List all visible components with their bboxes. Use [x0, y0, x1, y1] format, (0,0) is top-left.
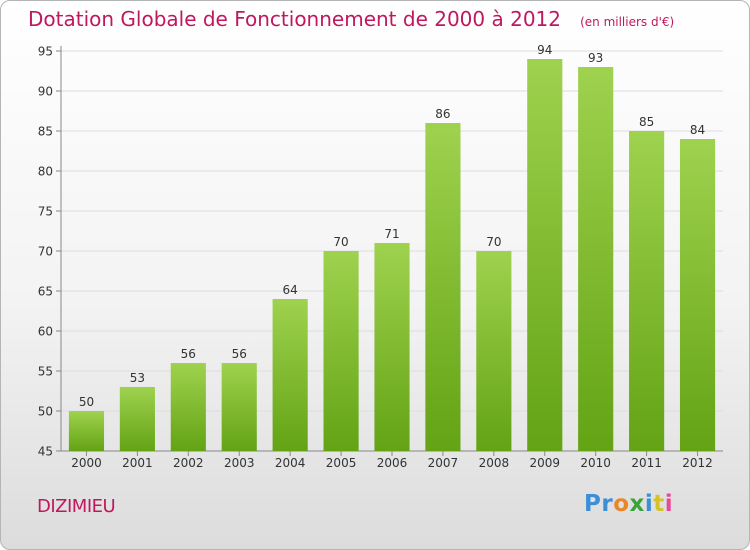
x-tick-label-2011: 2011 — [631, 456, 662, 470]
bar-2005 — [323, 251, 359, 451]
data-label-2003: 56 — [232, 347, 247, 361]
x-tick-label-2003: 2003 — [224, 456, 255, 470]
data-label-2009: 94 — [537, 43, 552, 57]
x-tick-label-2012: 2012 — [682, 456, 713, 470]
x-tick-label-2004: 2004 — [275, 456, 306, 470]
x-tick-label-2009: 2009 — [529, 456, 560, 470]
y-tick-label: 75 — [38, 205, 53, 219]
bar-2003 — [221, 363, 257, 451]
bar-2007 — [425, 123, 461, 451]
x-tick-label-2002: 2002 — [173, 456, 204, 470]
logo-letter: o — [613, 491, 630, 517]
bar-2012 — [679, 139, 716, 451]
logo-letter: i — [644, 491, 654, 517]
y-tick-label: 80 — [38, 165, 53, 179]
data-label-2007: 86 — [435, 107, 450, 121]
bar-2001 — [119, 387, 155, 451]
bar-2000 — [68, 411, 105, 451]
y-tick-label: 55 — [38, 365, 53, 379]
logo-letter: i — [664, 491, 674, 517]
x-tick-label-2010: 2010 — [580, 456, 611, 470]
x-tick-label-2006: 2006 — [377, 456, 408, 470]
data-label-2000: 50 — [79, 395, 94, 409]
x-tick-label-2001: 2001 — [122, 456, 153, 470]
bar-2008 — [476, 251, 512, 451]
bars — [68, 59, 716, 451]
x-tick-label-2000: 2000 — [71, 456, 102, 470]
commune-name: DIZIMIEU — [37, 496, 116, 517]
data-labels: 50 53 56 56 64 70 71 86 70 94 93 85 84 — [79, 43, 705, 409]
y-tick-label: 85 — [38, 125, 53, 139]
y-tick-label: 65 — [38, 285, 53, 299]
logo-letter: r — [601, 491, 614, 517]
x-tick-label-2005: 2005 — [326, 456, 357, 470]
title-text: Dotation Globale de Fonctionnement de 20… — [28, 7, 561, 31]
y-tick-label: 45 — [38, 445, 53, 459]
logo-letter: t — [653, 491, 665, 517]
bar-2006 — [374, 243, 410, 451]
bar-2004 — [272, 299, 308, 451]
data-label-2004: 64 — [283, 283, 298, 297]
data-label-2012: 84 — [690, 123, 705, 137]
y-tick-label: 95 — [38, 45, 53, 59]
data-label-2011: 85 — [639, 115, 654, 129]
y-tick-label: 90 — [38, 85, 53, 99]
bar-2010 — [578, 67, 614, 451]
bar-2011 — [629, 131, 665, 451]
data-label-2005: 70 — [333, 235, 348, 249]
data-label-2002: 56 — [181, 347, 196, 361]
data-label-2001: 53 — [130, 371, 145, 385]
chart-title: Dotation Globale de Fonctionnement de 20… — [28, 7, 674, 31]
y-tick-label: 60 — [38, 325, 53, 339]
logo-letter: x — [629, 491, 645, 517]
data-label-2008: 70 — [486, 235, 501, 249]
y-tick-label: 70 — [38, 245, 53, 259]
x-tick-label-2007: 2007 — [428, 456, 459, 470]
bar-2002 — [170, 363, 206, 451]
proxiti-logo: Proxiti — [584, 491, 673, 517]
bar-2009 — [527, 59, 563, 451]
data-label-2010: 93 — [588, 51, 603, 65]
y-tick-label: 50 — [38, 405, 53, 419]
unit-note: (en milliers d'€) — [580, 15, 675, 29]
logo-letter: P — [584, 491, 602, 517]
x-tick-label-2008: 2008 — [479, 456, 510, 470]
data-label-2006: 71 — [384, 227, 399, 241]
